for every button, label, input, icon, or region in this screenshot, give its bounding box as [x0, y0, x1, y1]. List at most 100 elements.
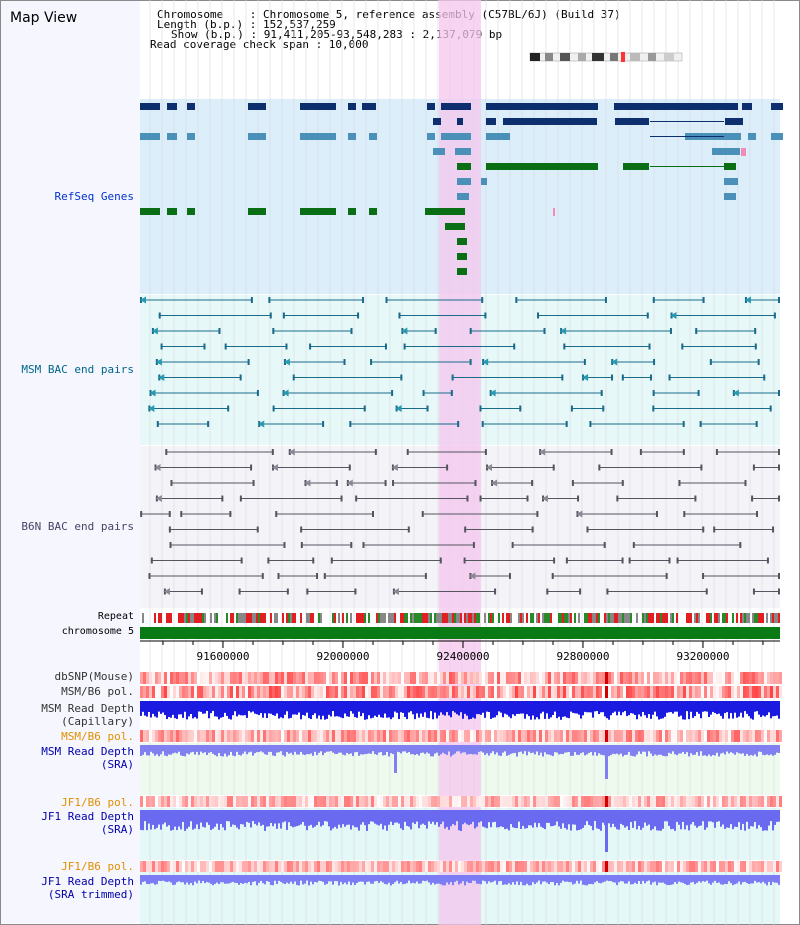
gene-feature[interactable]	[486, 103, 598, 110]
gene-feature[interactable]	[771, 103, 783, 110]
gene-feature[interactable]	[614, 103, 738, 110]
track-label-msm-pol-2: MSM/B6 pol.	[61, 730, 134, 743]
gene-feature[interactable]	[742, 103, 752, 110]
gene-feature[interactable]	[725, 118, 743, 125]
gene-feature[interactable]	[457, 118, 463, 125]
axis-tick-label: 92400000	[437, 650, 490, 663]
gene-feature[interactable]	[187, 208, 195, 215]
track-label-msm-bac[interactable]: MSM BAC end pairs	[21, 363, 134, 376]
gene-feature[interactable]	[167, 208, 177, 215]
length-info: Length (b.p.) : 152,537,259	[157, 18, 336, 31]
gene-feature[interactable]	[362, 103, 376, 110]
gene-feature[interactable]	[425, 208, 465, 215]
gene-feature[interactable]	[300, 103, 336, 110]
gene-feature[interactable]	[486, 133, 510, 140]
track-label-msm-depth-sra-2: (SRA)	[100, 758, 134, 771]
gene-feature[interactable]	[457, 268, 467, 275]
gene-feature[interactable]	[167, 103, 177, 110]
gene-feature[interactable]	[433, 148, 445, 155]
gene-feature[interactable]	[457, 253, 467, 260]
gene-feature[interactable]	[562, 103, 598, 110]
track-label-jf1-depth-trim-1: JF1 Read Depth	[41, 875, 134, 888]
track-label-b6n-bac[interactable]: B6N BAC end pairs	[21, 520, 134, 533]
gene-feature[interactable]	[187, 103, 195, 110]
axis-tick-label: 93200000	[677, 650, 730, 663]
msm-pol-2-heat-track	[140, 730, 782, 742]
b6n-bac-track[interactable]	[140, 448, 780, 596]
gene-feature[interactable]	[623, 163, 649, 170]
axis-tick-label: 91600000	[197, 650, 250, 663]
chromosome-ideogram[interactable]	[529, 52, 683, 62]
gene-feature[interactable]	[771, 133, 783, 140]
msm-capillary-depth-track	[140, 701, 780, 720]
gene-feature[interactable]	[457, 238, 467, 245]
gene-feature[interactable]	[441, 103, 471, 110]
track-label-jf1-pol-2: JF1/B6 pol.	[61, 860, 134, 873]
track-label-refseq[interactable]: RefSeq Genes	[54, 190, 134, 203]
track-label-msm-depth-cap-1: MSM Read Depth	[41, 702, 134, 715]
gene-feature[interactable]	[140, 208, 160, 215]
gene-feature[interactable]	[433, 118, 441, 125]
msm-bac-track[interactable]	[140, 296, 780, 428]
track-label-msm-depth-sra-1: MSM Read Depth	[41, 745, 134, 758]
chromosome-bar	[140, 627, 780, 639]
track-label-jf1-depth-sra-2: (SRA)	[100, 823, 134, 836]
gene-feature[interactable]	[348, 133, 356, 140]
gene-feature[interactable]	[486, 163, 598, 170]
axis-tick-label: 92000000	[317, 650, 370, 663]
window-title: Map View	[10, 10, 78, 26]
dbsnp-heat-track	[140, 672, 782, 684]
gene-feature[interactable]	[248, 133, 266, 140]
refseq-genes-track[interactable]	[140, 103, 783, 275]
msm-sra-depth-track	[140, 745, 780, 779]
gene-feature[interactable]	[248, 103, 266, 110]
jf1-sra-depth-track	[140, 810, 780, 852]
gene-feature[interactable]	[457, 163, 471, 170]
label-column	[1, 1, 140, 923]
axis-tick-label: 92800000	[557, 650, 610, 663]
jf1-trim-depth-track	[140, 875, 780, 886]
gene-feature[interactable]	[348, 103, 356, 110]
msm-pol-heat-track	[140, 686, 782, 698]
gene-feature[interactable]	[140, 133, 160, 140]
gene-feature[interactable]	[724, 193, 736, 200]
track-label-msm-pol-1: MSM/B6 pol.	[61, 685, 134, 698]
gene-feature[interactable]	[427, 103, 435, 110]
gene-feature[interactable]	[441, 133, 471, 140]
gene-feature[interactable]	[457, 193, 469, 200]
track-label-repeat: Repeat	[97, 611, 134, 622]
gene-feature[interactable]	[427, 133, 435, 140]
gene-feature[interactable]	[724, 178, 738, 185]
track-label-jf1-depth-trim-2: (SRA trimmed)	[47, 888, 134, 901]
gene-feature[interactable]	[300, 208, 336, 215]
gene-feature[interactable]	[455, 148, 471, 155]
gene-feature[interactable]	[481, 178, 487, 185]
gene-feature[interactable]	[140, 103, 160, 110]
gene-feature[interactable]	[300, 133, 336, 140]
track-label-msm-depth-cap-2: (Capillary)	[61, 715, 134, 728]
gene-feature[interactable]	[348, 208, 356, 215]
gene-feature[interactable]	[369, 208, 377, 215]
coverage-info: Read coverage check span : 10,000	[150, 38, 369, 51]
gene-feature[interactable]	[187, 133, 195, 140]
gene-feature[interactable]	[248, 208, 266, 215]
jf1-pol-heat-track	[140, 796, 782, 807]
gene-feature[interactable]	[712, 148, 740, 155]
gene-feature[interactable]	[445, 223, 465, 230]
gene-feature[interactable]	[457, 178, 471, 185]
gene-feature[interactable]	[724, 163, 736, 170]
gene-feature[interactable]	[503, 118, 597, 125]
gene-feature[interactable]	[369, 133, 377, 140]
gene-feature[interactable]	[486, 118, 496, 125]
track-label-jf1-pol-1: JF1/B6 pol.	[61, 796, 134, 809]
gene-feature[interactable]	[748, 133, 756, 140]
grid-lines	[149, 0, 775, 925]
gene-feature[interactable]	[167, 133, 177, 140]
repeat-track	[142, 613, 780, 623]
track-label-dbsnp: dbSNP(Mouse)	[54, 670, 134, 683]
track-label-chromosome: chromosome 5	[61, 626, 134, 637]
jf1-pol-2-heat-track	[140, 861, 782, 872]
track-label-jf1-depth-sra-1: JF1 Read Depth	[41, 810, 134, 823]
gene-feature[interactable]	[615, 118, 649, 125]
